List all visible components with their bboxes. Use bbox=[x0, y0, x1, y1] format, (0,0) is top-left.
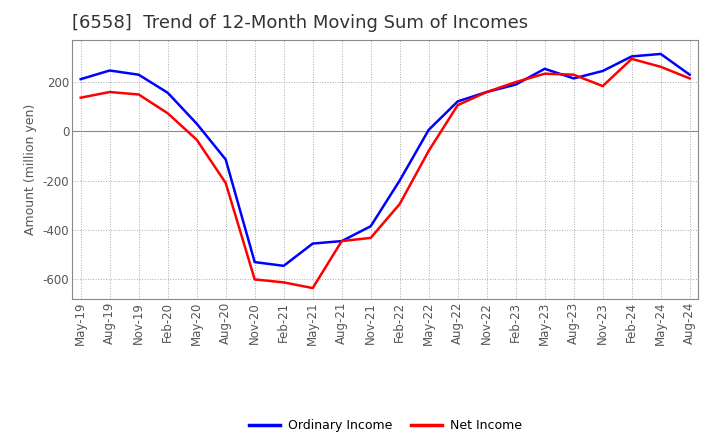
Net Income bbox=[627, 56, 636, 62]
Line: Net Income: Net Income bbox=[81, 59, 690, 288]
Text: [6558]  Trend of 12-Month Moving Sum of Incomes: [6558] Trend of 12-Month Moving Sum of I… bbox=[72, 15, 528, 33]
Net Income bbox=[279, 280, 288, 285]
Net Income bbox=[511, 80, 520, 85]
Ordinary Income bbox=[105, 68, 114, 73]
Net Income bbox=[657, 64, 665, 70]
Net Income bbox=[308, 286, 317, 291]
Ordinary Income bbox=[395, 178, 404, 183]
Ordinary Income bbox=[338, 238, 346, 244]
Net Income bbox=[685, 76, 694, 81]
Net Income bbox=[76, 95, 85, 100]
Net Income bbox=[454, 103, 462, 108]
Ordinary Income bbox=[366, 224, 375, 229]
Ordinary Income bbox=[454, 99, 462, 104]
Legend: Ordinary Income, Net Income: Ordinary Income, Net Income bbox=[244, 414, 526, 437]
Y-axis label: Amount (million yen): Amount (million yen) bbox=[24, 104, 37, 235]
Ordinary Income bbox=[598, 68, 607, 73]
Net Income bbox=[366, 235, 375, 241]
Ordinary Income bbox=[163, 90, 172, 95]
Net Income bbox=[338, 238, 346, 244]
Net Income bbox=[541, 71, 549, 77]
Net Income bbox=[135, 92, 143, 97]
Ordinary Income bbox=[685, 72, 694, 77]
Net Income bbox=[598, 84, 607, 89]
Ordinary Income bbox=[192, 121, 201, 126]
Ordinary Income bbox=[541, 66, 549, 71]
Ordinary Income bbox=[657, 51, 665, 57]
Net Income bbox=[163, 110, 172, 116]
Ordinary Income bbox=[221, 157, 230, 162]
Net Income bbox=[192, 137, 201, 143]
Ordinary Income bbox=[308, 241, 317, 246]
Ordinary Income bbox=[511, 82, 520, 87]
Ordinary Income bbox=[279, 263, 288, 268]
Ordinary Income bbox=[570, 76, 578, 81]
Net Income bbox=[105, 89, 114, 95]
Net Income bbox=[395, 202, 404, 207]
Ordinary Income bbox=[251, 260, 259, 265]
Net Income bbox=[251, 277, 259, 282]
Ordinary Income bbox=[482, 89, 491, 95]
Net Income bbox=[482, 89, 491, 95]
Ordinary Income bbox=[135, 72, 143, 77]
Net Income bbox=[570, 72, 578, 77]
Net Income bbox=[424, 148, 433, 154]
Ordinary Income bbox=[627, 54, 636, 59]
Ordinary Income bbox=[424, 127, 433, 132]
Ordinary Income bbox=[76, 77, 85, 82]
Net Income bbox=[221, 180, 230, 186]
Line: Ordinary Income: Ordinary Income bbox=[81, 54, 690, 266]
